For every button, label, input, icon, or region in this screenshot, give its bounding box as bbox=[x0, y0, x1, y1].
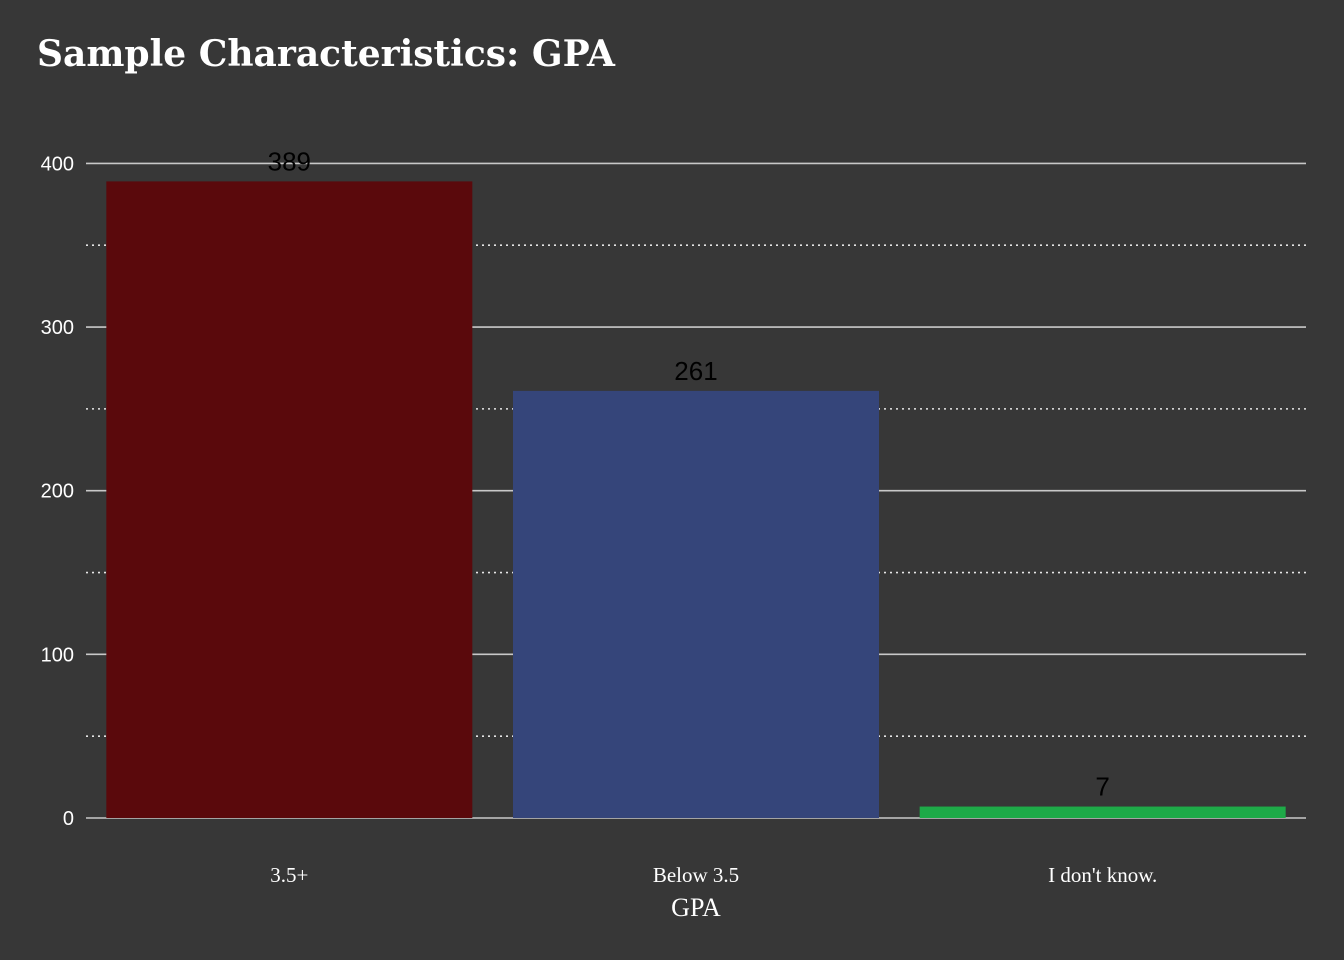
data-labels: 389 261 7 bbox=[268, 146, 1110, 801]
y-tick-label: 100 bbox=[41, 644, 74, 666]
y-tick-label: 300 bbox=[41, 317, 74, 339]
x-axis-title: GPA bbox=[671, 893, 721, 922]
data-label: 389 bbox=[268, 146, 311, 176]
x-tick-label: 3.5+ bbox=[270, 863, 308, 887]
bar bbox=[919, 806, 1286, 818]
y-tick-label: 400 bbox=[41, 153, 74, 175]
bar bbox=[513, 390, 879, 818]
x-axis-ticks: 3.5+ Below 3.5 I don't know. bbox=[270, 863, 1157, 887]
bar bbox=[106, 181, 473, 819]
bars bbox=[106, 181, 1286, 819]
y-tick-label: 0 bbox=[63, 808, 74, 830]
x-tick-label: I don't know. bbox=[1048, 863, 1157, 887]
chart-title: Sample Characteristics: GPA bbox=[37, 33, 616, 75]
data-label: 7 bbox=[1095, 772, 1109, 802]
x-tick-label: Below 3.5 bbox=[653, 863, 739, 887]
y-tick-label: 200 bbox=[41, 481, 74, 503]
data-label: 261 bbox=[674, 356, 717, 386]
y-axis-ticks: 0 100 200 300 400 bbox=[41, 153, 74, 830]
